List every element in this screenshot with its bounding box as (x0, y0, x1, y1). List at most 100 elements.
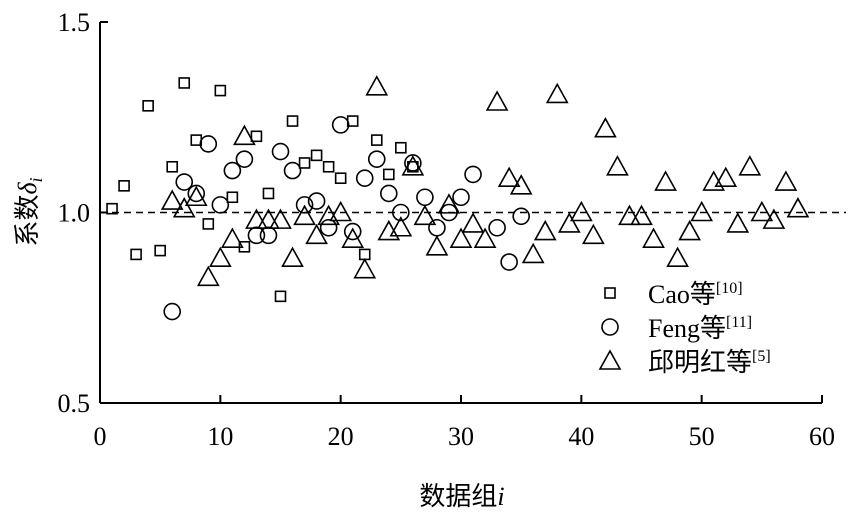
marker-triangle (305, 223, 328, 245)
y-tick-label: 1.5 (58, 8, 91, 37)
marker-square (370, 134, 383, 146)
marker-triangle (738, 155, 762, 176)
marker-triangle (598, 349, 622, 370)
marker-square (334, 172, 347, 185)
x-tick-label: 30 (448, 422, 474, 451)
marker-triangle (160, 189, 184, 210)
marker-triangle (365, 75, 389, 96)
marker-circle (199, 135, 218, 153)
marker-circle (512, 207, 530, 226)
marker-triangle (281, 246, 304, 268)
marker-square (250, 130, 263, 143)
marker-square (395, 141, 407, 154)
marker-triangle (594, 117, 617, 138)
marker-triangle (557, 212, 581, 233)
marker-circle (488, 218, 506, 237)
marker-square (298, 157, 311, 169)
marker-circle (331, 116, 350, 134)
marker-square (178, 77, 191, 89)
legend-superscript: [5] (752, 348, 771, 365)
marker-circle (211, 196, 230, 214)
marker-square (130, 248, 142, 261)
marker-triangle (257, 208, 280, 229)
marker-square (214, 84, 227, 97)
legend-label: Feng等[11] (648, 314, 752, 343)
marker-square (226, 191, 239, 204)
legend-superscript: [10] (716, 280, 743, 297)
marker-triangle (208, 246, 232, 268)
marker-triangle (654, 170, 677, 191)
marker-triangle (317, 204, 340, 226)
marker-circle (235, 150, 254, 168)
marker-triangle (341, 227, 365, 248)
marker-circle (416, 188, 434, 207)
marker-triangle (221, 227, 244, 248)
marker-triangle (389, 216, 413, 237)
marker-triangle (184, 185, 208, 207)
marker-triangle (774, 170, 798, 191)
marker-triangle (545, 82, 569, 104)
marker-triangle (461, 212, 485, 233)
marker-square (382, 168, 395, 181)
legend-superscript: [11] (726, 314, 752, 331)
marker-square (142, 100, 154, 112)
marker-triangle (329, 200, 353, 222)
legend-name: 邱明红等 (648, 348, 752, 377)
marker-triangle (582, 223, 605, 245)
marker-circle (223, 161, 242, 180)
marker-square (262, 187, 275, 200)
marker-triangle (377, 219, 401, 241)
marker-triangle (666, 246, 689, 268)
legend-label: Cao等[10] (648, 280, 743, 309)
marker-triangle (172, 197, 196, 218)
marker-triangle (690, 200, 714, 222)
marker-circle (392, 203, 410, 222)
marker-circle (175, 173, 194, 191)
marker-triangle (750, 200, 774, 222)
marker-circle (601, 318, 619, 336)
legend-name: Cao等 (648, 280, 716, 309)
x-tick-label: 20 (328, 422, 354, 451)
x-tick-label: 0 (94, 422, 107, 451)
marker-square (202, 218, 215, 230)
marker-triangle (401, 155, 425, 176)
y-axis-label: 系数δi (13, 177, 46, 246)
marker-square (358, 248, 371, 261)
legend-name: Feng等 (648, 314, 726, 343)
marker-square (154, 244, 166, 257)
marker-triangle (606, 155, 629, 176)
marker-triangle (521, 242, 545, 264)
marker-triangle (353, 258, 377, 279)
marker-square (118, 180, 130, 192)
x-tick-label: 60 (809, 422, 835, 451)
marker-triangle (233, 124, 256, 146)
marker-circle (355, 169, 374, 188)
marker-circle (319, 218, 338, 237)
y-tick-label: 0.5 (58, 389, 91, 418)
marker-triangle (473, 227, 497, 248)
marker-triangle (533, 219, 557, 241)
marker-square (322, 160, 335, 173)
marker-triangle (630, 204, 653, 226)
marker-triangle (726, 212, 750, 233)
y-tick-label: 1.0 (58, 199, 91, 228)
marker-triangle (702, 170, 726, 191)
marker-triangle (449, 227, 473, 248)
marker-triangle (509, 174, 533, 195)
marker-circle (295, 196, 314, 214)
marker-triangle (714, 166, 738, 188)
marker-triangle (678, 219, 701, 241)
marker-triangle (642, 227, 665, 248)
marker-circle (271, 142, 290, 161)
marker-square (274, 290, 287, 303)
marker-circle (367, 150, 386, 168)
marker-triangle (618, 204, 641, 226)
marker-triangle (437, 193, 461, 214)
marker-square (310, 149, 323, 162)
marker-triangle (485, 90, 509, 111)
marker-circle (404, 154, 422, 172)
marker-circle (379, 184, 398, 203)
marker-triangle (497, 166, 521, 188)
marker-circle (163, 302, 181, 321)
